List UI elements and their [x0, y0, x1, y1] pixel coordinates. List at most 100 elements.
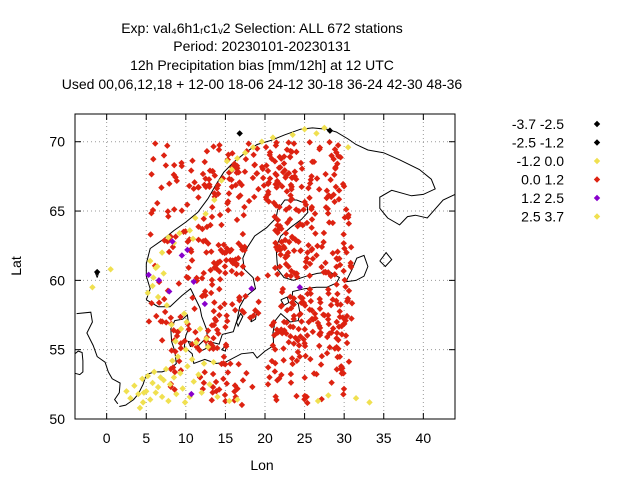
point-0-0-1-2 [167, 314, 175, 321]
point-0-0-1-2 [310, 370, 318, 377]
point-0-0-1-2 [233, 270, 240, 278]
point-0-0-1-2 [224, 369, 232, 376]
point--1-2_0-0 [195, 371, 202, 378]
point--1-2_0-0 [169, 357, 176, 364]
point-0-0-1-2 [322, 204, 330, 211]
point-0-0-1-2 [177, 313, 184, 321]
point-0-0-1-2 [308, 216, 316, 223]
point-0-0-1-2 [334, 160, 341, 167]
point-0-0-1-2 [311, 210, 319, 217]
point-0-0-1-2 [202, 175, 209, 182]
point-0-0-1-2 [304, 332, 311, 339]
point-0-0-1-2 [314, 319, 322, 327]
point-0-0-1-2 [286, 204, 293, 211]
y-tick-label: 55 [49, 342, 65, 358]
point--1-2_0-0 [366, 399, 373, 406]
point--1-2_0-0 [190, 378, 197, 385]
point-0-0-1-2 [284, 219, 291, 226]
point-0-0-1-2 [317, 361, 325, 368]
point-0-0-1-2 [231, 382, 239, 389]
point-0-0-1-2 [228, 183, 236, 190]
point-0-0-1-2 [339, 365, 346, 372]
point--1-2_0-0 [192, 339, 200, 346]
point-0-0-1-2 [340, 385, 348, 393]
point--1-2_0-0 [344, 144, 352, 151]
point-0-0-1-2 [266, 374, 273, 381]
point-0-0-1-2 [292, 176, 300, 183]
point-0-0-1-2 [288, 148, 295, 155]
point--1-2_0-0 [165, 397, 172, 405]
point-0-0-1-2 [334, 248, 341, 255]
point-0-0-1-2 [305, 242, 312, 249]
point-0-0-1-2 [271, 368, 279, 375]
point-0-0-1-2 [272, 142, 280, 149]
point-0-0-1-2 [280, 160, 288, 167]
point--1-2_0-0 [289, 131, 296, 138]
x-tick-label: 0 [103, 430, 111, 446]
y-tick-label: 70 [49, 134, 65, 150]
point-0-0-1-2 [337, 154, 344, 161]
point-0-0-1-2 [264, 381, 272, 388]
point-0-0-1-2 [335, 196, 343, 203]
point-2-5_3-7 [154, 263, 161, 270]
y-tick-label: 60 [49, 272, 65, 288]
point-0-0-1-2 [302, 201, 310, 208]
point-1-2_2-5 [145, 271, 152, 279]
point--1-2_0-0 [228, 166, 235, 173]
point-0-0-1-2 [208, 396, 215, 404]
point-0-0-1-2 [309, 158, 316, 165]
point-0-0-1-2 [287, 181, 295, 189]
point-0-0-1-2 [255, 309, 262, 317]
point-0-0-1-2 [275, 180, 283, 187]
point-0-0-1-2 [193, 343, 201, 351]
point-0-0-1-2 [177, 340, 185, 347]
point-0-0-1-2 [333, 329, 341, 337]
point-0-0-1-2 [264, 167, 272, 175]
point-0-0-1-2 [302, 263, 309, 271]
legend-label: 0.0 1.2 [521, 172, 564, 188]
point--1-2_0-0 [234, 155, 241, 162]
point-0-0-1-2 [200, 238, 207, 245]
point-0-0-1-2 [222, 269, 229, 277]
point-0-0-1-2 [164, 142, 171, 149]
legend-marker [593, 157, 601, 165]
point-0-0-1-2 [312, 230, 319, 237]
point-0-0-1-2 [295, 342, 303, 349]
point-0-0-1-2 [149, 206, 157, 214]
point--1-2_0-0 [204, 343, 212, 351]
point-0-0-1-2 [263, 196, 270, 203]
point-0-0-1-2 [333, 281, 340, 288]
point-0-0-1-2 [189, 157, 196, 164]
point-0-0-1-2 [201, 158, 208, 166]
point-0-0-1-2 [287, 333, 294, 340]
point-0-0-1-2 [207, 266, 214, 274]
point-0-0-1-2 [222, 341, 230, 348]
point-0-0-1-2 [316, 342, 323, 350]
point-0-0-1-2 [277, 164, 284, 171]
point-0-0-1-2 [227, 257, 234, 264]
point-0-0-1-2 [222, 397, 229, 405]
point--1-2_0-0 [181, 310, 188, 317]
point-0-0-1-2 [287, 379, 295, 386]
point--1-2_0-0 [173, 390, 180, 398]
point--1-2_0-0 [158, 393, 166, 401]
point-0-0-1-2 [341, 276, 348, 284]
point-0-0-1-2 [235, 361, 242, 368]
point-0-0-1-2 [303, 393, 310, 401]
point-0-0-1-2 [294, 348, 302, 356]
point--1-2_0-0 [144, 372, 152, 380]
point-0-0-1-2 [195, 236, 202, 243]
point-0-0-1-2 [241, 203, 248, 211]
point-0-0-1-2 [193, 274, 200, 282]
point-0-0-1-2 [291, 168, 299, 175]
point-0-0-1-2 [148, 300, 155, 307]
point-0-0-1-2 [192, 328, 199, 336]
point-0-0-1-2 [235, 169, 242, 176]
x-tick-label: 15 [218, 430, 234, 446]
point-0-0-1-2 [327, 176, 334, 184]
point-0-0-1-2 [324, 333, 331, 341]
point-0-0-1-2 [305, 184, 312, 192]
point-0-0-1-2 [240, 309, 248, 316]
point--1-2_0-0 [242, 149, 249, 157]
point-0-0-1-2 [333, 149, 340, 156]
